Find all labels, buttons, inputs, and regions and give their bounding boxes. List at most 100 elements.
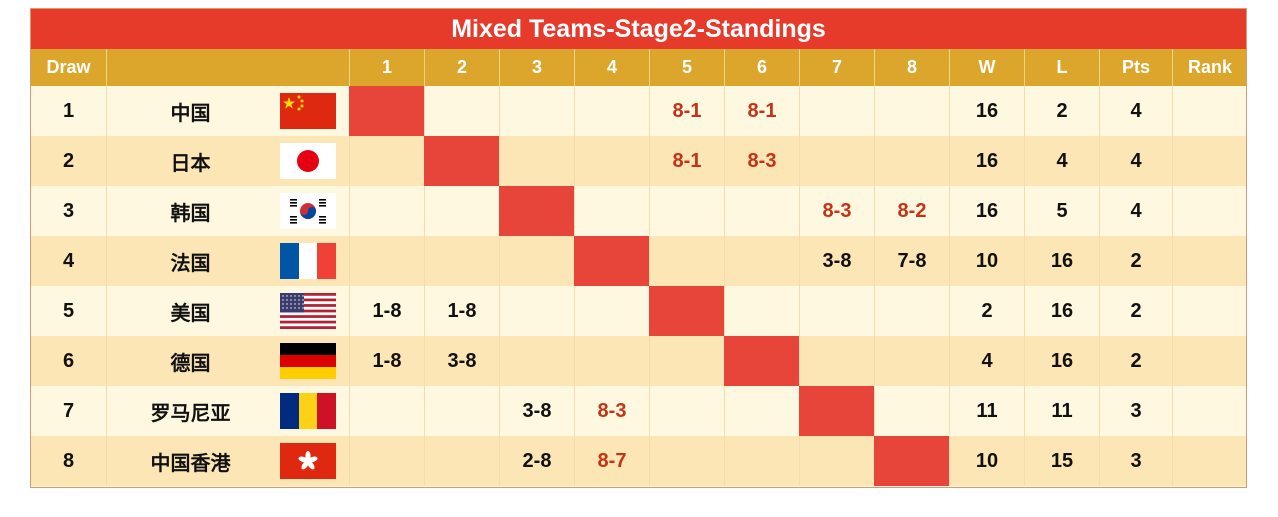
table-row: 6 德国 1-8 3-8 4 16 2: [31, 336, 1246, 386]
draw-number: 8: [62, 449, 75, 472]
score-cell: 8-7: [574, 436, 649, 486]
score-cell: [499, 86, 574, 136]
diagonal-cell: [424, 136, 499, 186]
diagonal-cell: [799, 386, 874, 436]
header-round-5: 5: [649, 49, 724, 86]
hong-kong-flag-icon: [280, 443, 336, 479]
score-cell: [724, 236, 799, 286]
score-cell: [874, 86, 949, 136]
table-header: Draw 1 2 3 4 5 6 7 8 W L Pts Rank: [31, 49, 1246, 86]
score-cell: [799, 286, 874, 336]
losses-cell: 16: [1024, 336, 1099, 386]
diagonal-cell: [724, 336, 799, 386]
score-cell: [649, 186, 724, 236]
header-round-7: 7: [799, 49, 874, 86]
score-cell: [349, 136, 424, 186]
score-cell: [499, 136, 574, 186]
losses-cell: 11: [1024, 386, 1099, 436]
standings-title: Mixed Teams-Stage2-Standings: [31, 9, 1246, 49]
score-cell: 1-8: [424, 286, 499, 336]
draw-number: 1: [62, 99, 75, 122]
header-round-2: 2: [424, 49, 499, 86]
score-cell: 3-8: [424, 336, 499, 386]
score-cell: [649, 436, 724, 486]
table-row: 8 中国香港 2-8 8-7 10 15 3: [31, 436, 1246, 486]
team-name: 罗马尼亚: [106, 386, 274, 436]
team-name: 法国: [106, 236, 274, 286]
losses-cell: 2: [1024, 86, 1099, 136]
header-round-1: 1: [349, 49, 424, 86]
rank-cell: [1172, 436, 1247, 486]
header-round-4: 4: [574, 49, 649, 86]
rank-cell: [1172, 236, 1247, 286]
score-cell: [349, 236, 424, 286]
table-row: 1 中国 8-1 8-1 16 2 4: [31, 86, 1246, 136]
score-cell: [499, 286, 574, 336]
score-cell: [424, 186, 499, 236]
score-cell: 8-3: [724, 136, 799, 186]
diagonal-cell: [499, 186, 574, 236]
score-cell: 8-1: [649, 86, 724, 136]
wins-cell: 4: [949, 336, 1024, 386]
header-rank: Rank: [1172, 49, 1247, 86]
rank-cell: [1172, 386, 1247, 436]
korea-flag-icon: [280, 193, 336, 229]
rank-cell: [1172, 86, 1247, 136]
draw-number: 5: [62, 299, 75, 322]
score-cell: 7-8: [874, 236, 949, 286]
wins-cell: 10: [949, 436, 1024, 486]
wins-cell: 11: [949, 386, 1024, 436]
japan-flag-icon: [280, 143, 336, 179]
score-cell: [424, 86, 499, 136]
wins-cell: 16: [949, 136, 1024, 186]
score-cell: [499, 236, 574, 286]
score-cell: [799, 436, 874, 486]
header-round-8: 8: [874, 49, 949, 86]
team-name: 韩国: [106, 186, 274, 236]
rank-cell: [1172, 286, 1247, 336]
china-flag-icon: [280, 93, 336, 129]
header-losses: L: [1024, 49, 1099, 86]
score-cell: [574, 336, 649, 386]
points-cell: 4: [1099, 86, 1172, 136]
rank-cell: [1172, 186, 1247, 236]
score-cell: [799, 136, 874, 186]
score-cell: [724, 286, 799, 336]
table-row: 7 罗马尼亚 3-8 8-3 11 11 3: [31, 386, 1246, 436]
score-cell: 8-1: [724, 86, 799, 136]
france-flag-icon: [280, 243, 336, 279]
rank-cell: [1172, 336, 1247, 386]
score-cell: [349, 186, 424, 236]
score-cell: 2-8: [499, 436, 574, 486]
score-cell: [724, 386, 799, 436]
wins-cell: 16: [949, 186, 1024, 236]
table-row: 3 韩国 8-3 8-2 16 5 4: [31, 186, 1246, 236]
diagonal-cell: [349, 86, 424, 136]
header-round-6: 6: [724, 49, 799, 86]
points-cell: 3: [1099, 436, 1172, 486]
points-cell: 2: [1099, 336, 1172, 386]
score-cell: [649, 336, 724, 386]
table-row: 4 法国 3-8 7-8 10 16 2: [31, 236, 1246, 286]
losses-cell: 4: [1024, 136, 1099, 186]
score-cell: [499, 336, 574, 386]
header-points: Pts: [1099, 49, 1172, 86]
score-cell: 8-3: [799, 186, 874, 236]
score-cell: [874, 136, 949, 186]
team-name: 美国: [106, 286, 274, 336]
header-round-3: 3: [499, 49, 574, 86]
draw-number: 4: [62, 249, 75, 272]
points-cell: 3: [1099, 386, 1172, 436]
score-cell: [424, 386, 499, 436]
wins-cell: 2: [949, 286, 1024, 336]
germany-flag-icon: [280, 343, 336, 379]
rank-cell: [1172, 136, 1247, 186]
team-name: 日本: [106, 136, 274, 186]
team-name: 中国香港: [106, 436, 274, 486]
losses-cell: 5: [1024, 186, 1099, 236]
score-cell: [874, 286, 949, 336]
score-cell: [724, 186, 799, 236]
draw-number: 3: [62, 199, 75, 222]
team-name: 中国: [106, 86, 274, 136]
header-draw: Draw: [46, 57, 91, 77]
